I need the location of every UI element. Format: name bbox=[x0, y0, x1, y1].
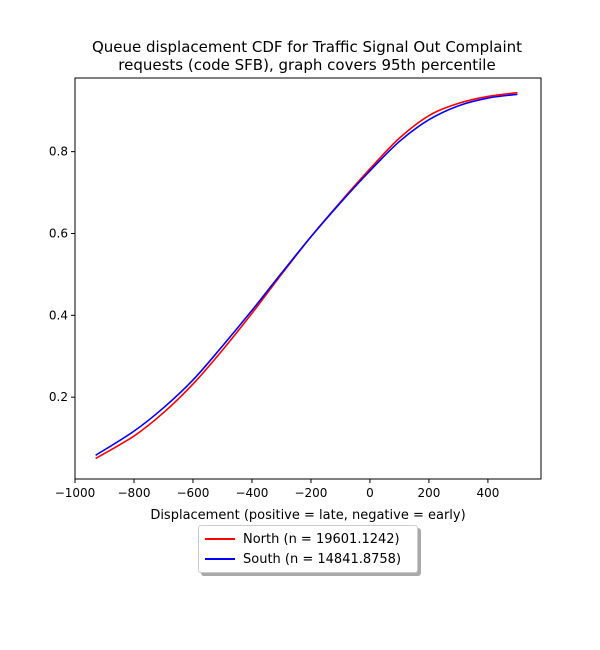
y-tick-label: 0.8 bbox=[49, 145, 68, 159]
x-tick-label: −200 bbox=[294, 486, 327, 500]
series-line-south bbox=[95, 93, 518, 456]
x-tick-label: −1000 bbox=[55, 486, 96, 500]
x-tick-label: −600 bbox=[176, 486, 209, 500]
x-tick-label: −800 bbox=[118, 486, 151, 500]
chart-title-line2: requests (code SFB), graph covers 95th p… bbox=[118, 56, 495, 74]
legend-item-north: North (n = 19601.1242) bbox=[205, 529, 400, 549]
legend-swatch-south bbox=[205, 558, 235, 560]
legend: North (n = 19601.1242) South (n = 14841.… bbox=[198, 525, 418, 573]
y-axis: 0.2 0.4 0.6 0.8 bbox=[49, 145, 75, 404]
y-tick-label: 0.4 bbox=[49, 308, 68, 322]
x-tick-label: 0 bbox=[366, 486, 374, 500]
y-tick-label: 0.6 bbox=[49, 226, 68, 240]
x-axis-label: Displacement (positive = late, negative … bbox=[150, 508, 465, 523]
x-tick-label: −400 bbox=[235, 486, 268, 500]
x-axis: −1000 −800 −600 −400 −200 0 200 400 bbox=[55, 479, 499, 500]
legend-label-north: North (n = 19601.1242) bbox=[243, 531, 400, 547]
x-tick-label: 200 bbox=[417, 486, 440, 500]
chart-title-line1: Queue displacement CDF for Traffic Signa… bbox=[92, 38, 522, 56]
y-tick-label: 0.2 bbox=[49, 390, 68, 404]
series-layer bbox=[95, 91, 518, 460]
x-tick-label: 400 bbox=[476, 486, 499, 500]
legend-label-south: South (n = 14841.8758) bbox=[243, 551, 402, 567]
legend-swatch-north bbox=[205, 538, 235, 540]
legend-item-south: South (n = 14841.8758) bbox=[205, 549, 401, 569]
plot-area bbox=[74, 77, 542, 480]
